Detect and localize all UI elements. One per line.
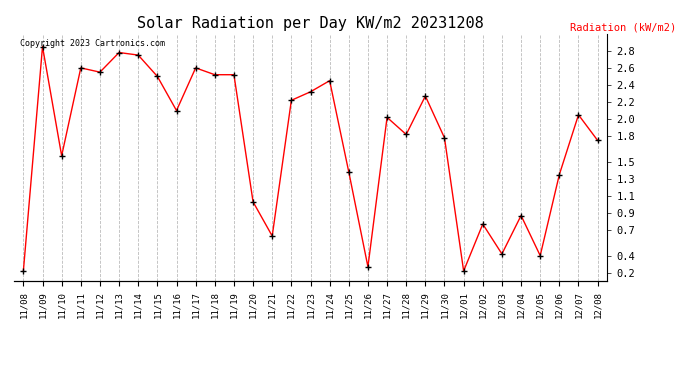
Text: Radiation (kW/m2): Radiation (kW/m2) — [570, 22, 676, 33]
Text: Copyright 2023 Cartronics.com: Copyright 2023 Cartronics.com — [20, 39, 165, 48]
Title: Solar Radiation per Day KW/m2 20231208: Solar Radiation per Day KW/m2 20231208 — [137, 16, 484, 31]
